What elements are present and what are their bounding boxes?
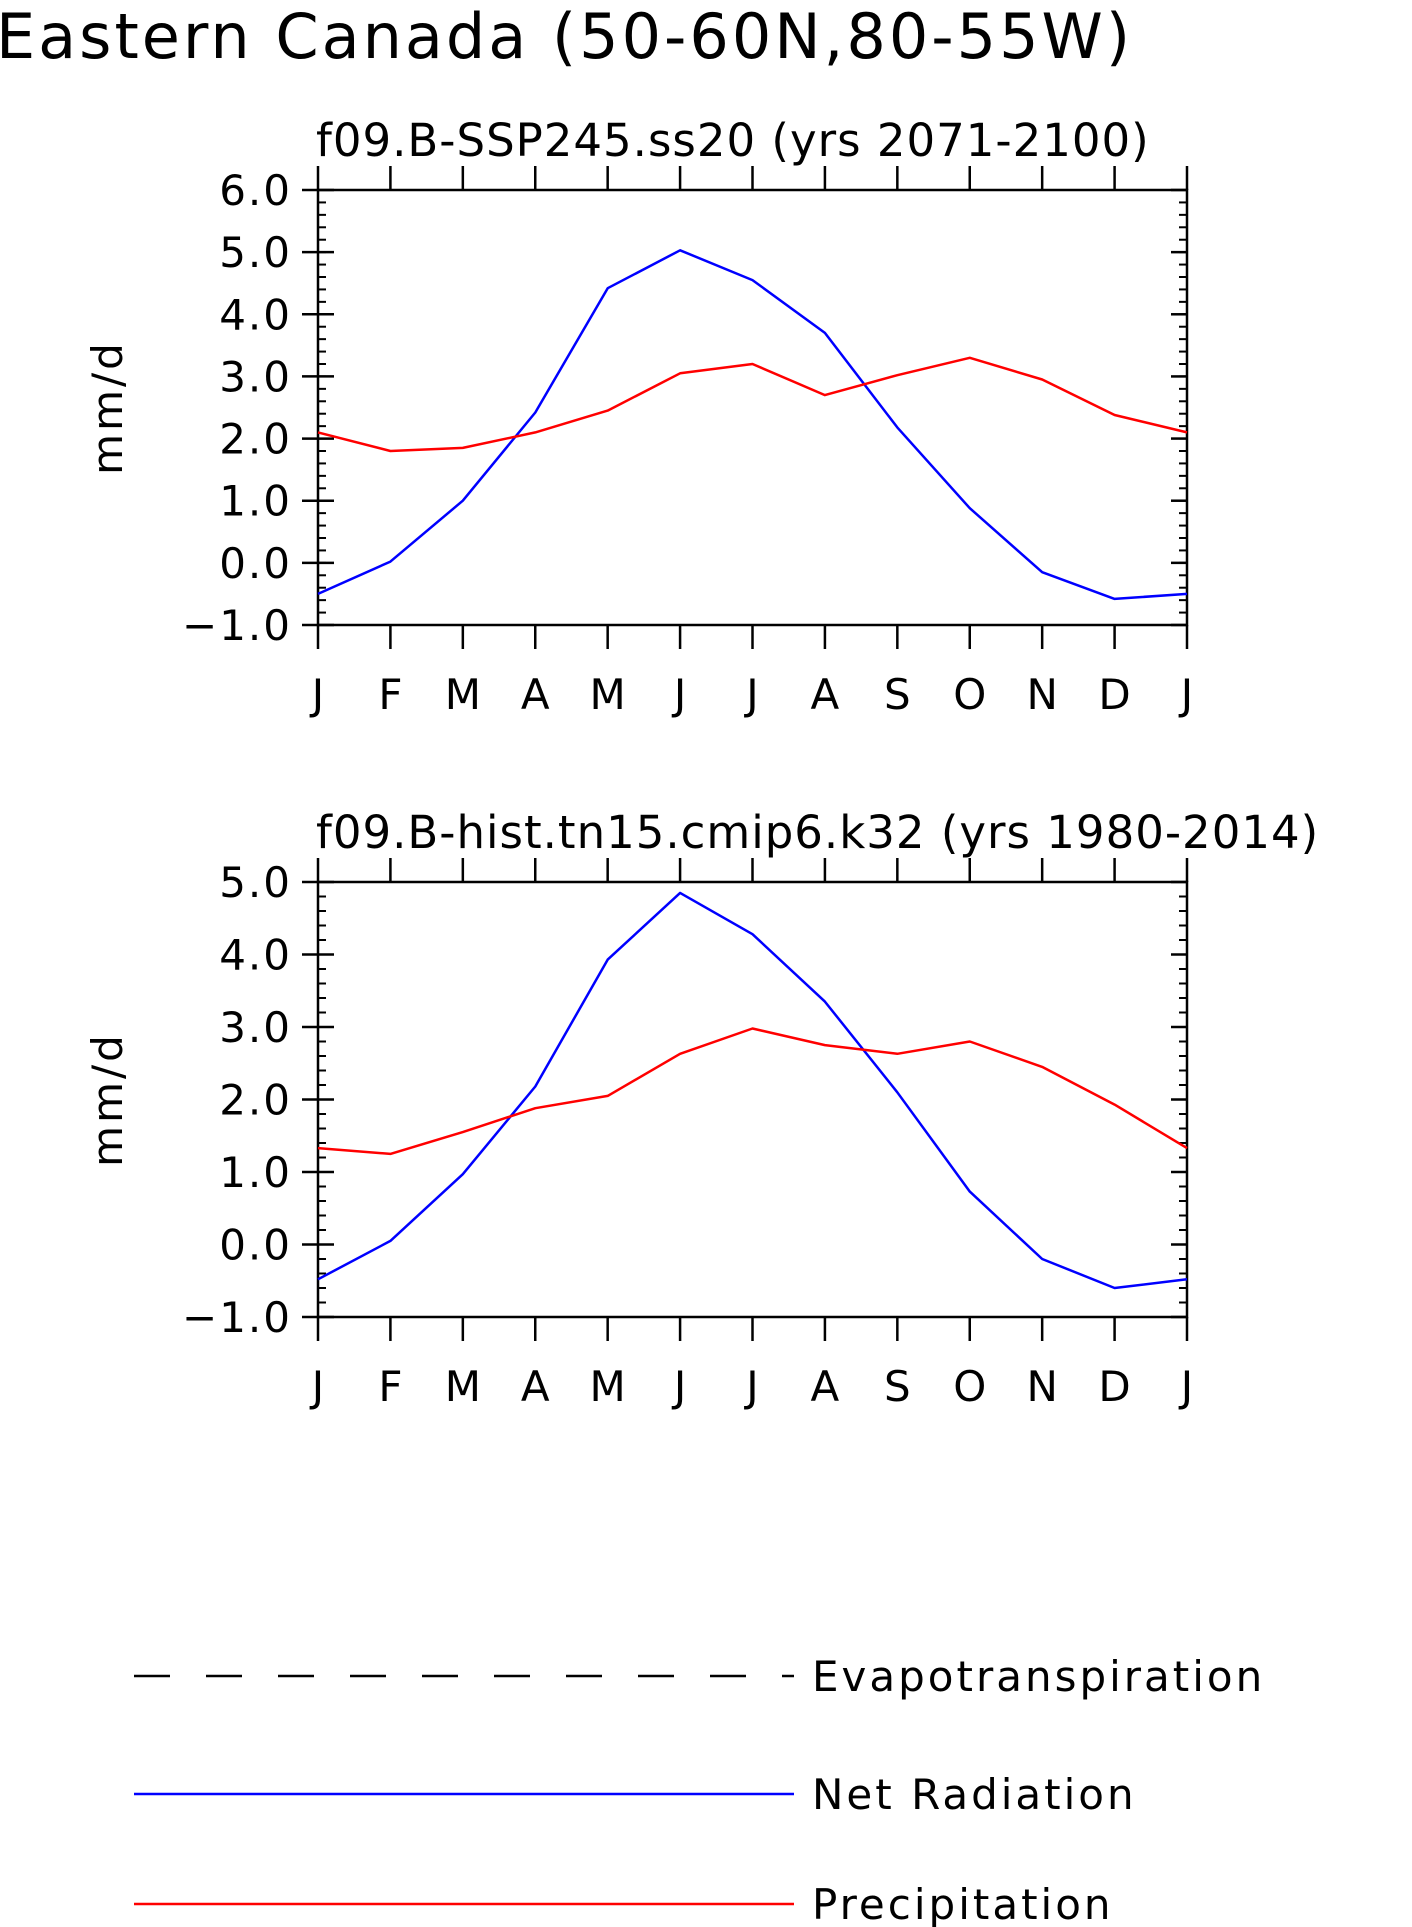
x-tick-label: J [309,670,324,719]
y-tick-label: 2.0 [219,415,292,464]
x-tick-label: M [590,670,626,719]
x-tick-label: A [811,1362,840,1411]
y-tick-label: 3.0 [219,1003,292,1052]
panel-title: f09.B-hist.tn15.cmip6.k32 (yrs 1980-2014… [316,806,1319,859]
x-tick-label: J [1178,1362,1193,1411]
x-tick-label: D [1098,670,1130,719]
x-tick-label: S [884,1362,911,1411]
chart-panels: f09.B-SSP245.ss20 (yrs 2071-2100) mm/d −1.… [83,114,1319,1411]
plot-frame [316,188,1189,627]
y-tick-label: −1.0 [182,601,292,650]
x-tick-label: J [743,670,758,719]
x-tick-label: A [521,670,550,719]
y-axis-label: mm/d [83,1032,132,1167]
x-tick-label: O [953,1362,986,1411]
x-tick-label: D [1098,1362,1130,1411]
chart-panel-2: f09.B-hist.tn15.cmip6.k32 (yrs 1980-2014… [83,806,1319,1411]
x-tick-label: A [521,1362,550,1411]
figure-title: Eastern Canada (50-60N,80-55W) [0,0,1133,73]
x-tick-label: A [811,670,840,719]
plot-frame [316,880,1189,1319]
series-line-net-radiation [317,249,1188,601]
legend-label-evapotranspiration: Evapotranspiration [812,1652,1265,1701]
x-tick-label: F [378,1362,402,1411]
legend: Evapotranspiration Net Radiation Precipita… [134,1652,1265,1927]
x-tick-label: M [590,1362,626,1411]
x-tick-label: N [1026,670,1057,719]
x-tick-label: F [378,670,402,719]
y-tick-label: 3.0 [219,352,292,401]
y-tick-label: 1.0 [219,477,292,526]
x-tick-label: N [1026,1362,1057,1411]
x-tick-label: J [1178,670,1193,719]
x-tick-label: J [309,1362,324,1411]
x-tick-label: M [445,670,481,719]
y-tick-label: −1.0 [182,1293,292,1342]
y-tick-label: 0.0 [219,539,292,588]
x-tick-label: S [884,670,911,719]
y-tick-label: 0.0 [219,1221,292,1270]
x-tick-label: M [445,1362,481,1411]
y-tick-label: 1.0 [219,1148,292,1197]
x-tick-label: J [671,1362,686,1411]
y-tick-label: 4.0 [219,290,292,339]
chart-panel-1: f09.B-SSP245.ss20 (yrs 2071-2100) mm/d −1.… [83,114,1193,719]
y-axis-label: mm/d [83,340,132,475]
y-tick-label: 4.0 [219,931,292,980]
legend-label-net-radiation: Net Radiation [812,1770,1137,1819]
series-line-net-radiation [317,891,1188,1290]
x-tick-label: O [953,670,986,719]
x-tick-label: J [671,670,686,719]
y-tick-label: 6.0 [219,166,292,215]
panel-title: f09.B-SSP245.ss20 (yrs 2071-2100) [316,114,1150,167]
x-tick-label: J [743,1362,758,1411]
series-line-precipitation [317,1027,1188,1156]
series-line-precipitation [317,356,1188,453]
legend-label-precipitation: Precipitation [812,1880,1114,1927]
y-tick-label: 2.0 [219,1076,292,1125]
y-tick-label: 5.0 [219,858,292,907]
y-tick-label: 5.0 [219,228,292,277]
